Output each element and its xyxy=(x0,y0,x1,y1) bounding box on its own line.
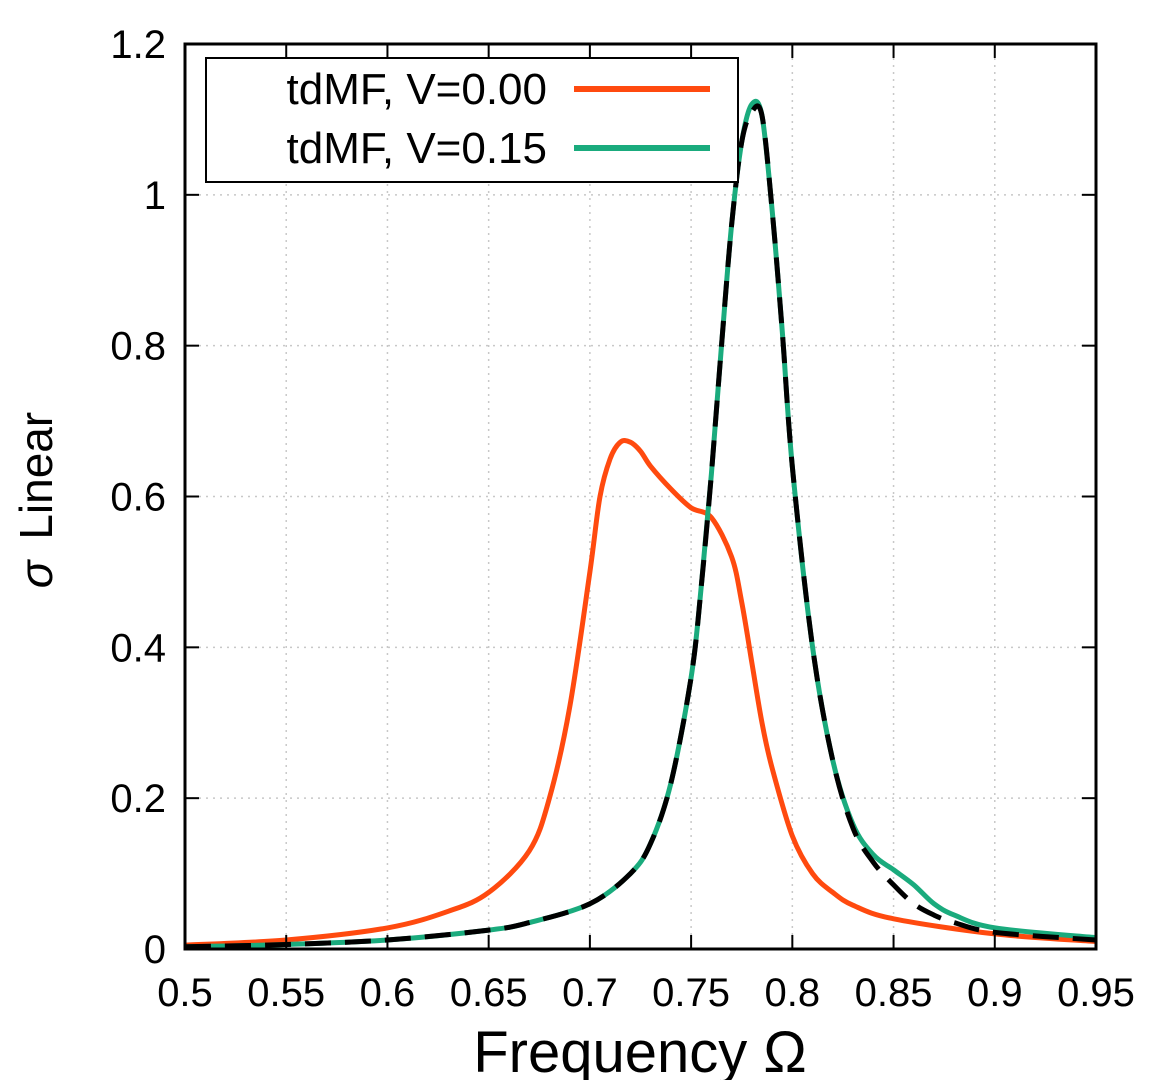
svg-text:σ Linear: σ Linear xyxy=(10,412,62,588)
x-tick-label: 0.95 xyxy=(1057,971,1135,1015)
x-axis-title: Frequency Ω xyxy=(473,1020,807,1080)
y-axis-title: σ Linear xyxy=(10,412,62,588)
ticks xyxy=(184,43,1097,950)
y-tick-label: 1.2 xyxy=(110,23,166,67)
tick-labels: 0.5 0.55 0.6 0.65 0.7 0.75 0.8 0.85 0.9 0.95 0 0.2 0… xyxy=(110,23,1135,1015)
y-tick-label: 0.8 xyxy=(110,325,166,369)
y-tick-label: 0 xyxy=(144,928,166,972)
x-tick-label: 0.55 xyxy=(247,971,325,1015)
y-tick-label: 0.6 xyxy=(110,476,166,520)
legend: tdMF, V=0.00 tdMF, V=0.15 xyxy=(205,57,739,183)
x-tick-label: 0.9 xyxy=(967,971,1023,1015)
grid xyxy=(185,44,1096,949)
series-line-0 xyxy=(184,438,1097,948)
x-tick-label: 0.65 xyxy=(450,971,528,1015)
y-tick-label: 0.4 xyxy=(110,626,166,670)
legend-label-0: tdMF, V=0.00 xyxy=(287,65,547,114)
x-tick-label: 0.8 xyxy=(765,971,821,1015)
y-axis-symbol: σ xyxy=(10,558,62,588)
x-tick-label: 0.7 xyxy=(562,971,618,1015)
x-tick-label: 0.6 xyxy=(360,971,416,1015)
y-tick-label: 0.2 xyxy=(110,777,166,821)
legend-label-1: tdMF, V=0.15 xyxy=(287,124,547,173)
x-tick-label: 0.5 xyxy=(157,971,213,1015)
y-tick-label: 1 xyxy=(144,174,166,218)
series-line-2 xyxy=(184,103,1097,950)
x-tick-label: 0.85 xyxy=(855,971,933,1015)
series-layer xyxy=(184,98,1097,950)
legend-box xyxy=(205,57,739,183)
y-axis-text: Linear xyxy=(10,412,62,540)
x-tick-label: 0.75 xyxy=(652,971,730,1015)
